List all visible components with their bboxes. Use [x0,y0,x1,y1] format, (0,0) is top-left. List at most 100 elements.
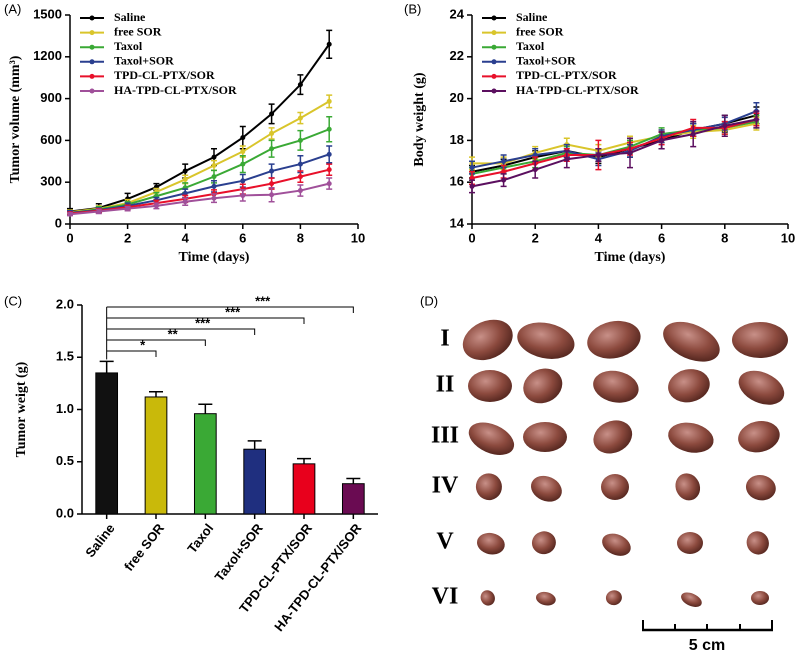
legend-marker [89,30,95,36]
significance-bracket [106,328,256,335]
tumor-photo [751,591,769,605]
series-line [471,118,757,180]
x-tick-label: 2 [532,230,539,245]
legend-marker [89,15,95,21]
tumor-photo [523,422,567,452]
tumor-photo [605,590,622,606]
panel-label: (D) [420,293,438,308]
bar [95,372,119,515]
data-point [595,152,601,158]
legend-label: Taxol [114,39,143,53]
significance-bracket [106,317,305,324]
x-tick-label: 6 [658,230,665,245]
data-point [297,174,303,180]
series-line [471,120,757,175]
data-point [501,169,507,175]
data-point [722,123,728,129]
legend-label: Saline [516,10,548,24]
data-point [269,111,275,117]
y-axis-title: Tumor weigt (g) [14,361,29,457]
bar [144,396,168,515]
legend-marker [89,59,95,65]
series-line [69,153,330,214]
scale-bar: 5 cm [642,620,773,654]
significance-label: * [140,337,146,352]
data-point [659,137,665,143]
data-point [96,208,102,214]
tumor-photo [593,370,639,403]
data-point [240,149,246,155]
series-line [471,114,757,173]
tumor-photo [468,422,515,455]
tumor-photo [477,532,505,555]
data-point [326,126,332,132]
data-point [326,181,332,187]
data-point [211,162,217,168]
y-tick-label: 900 [40,90,62,105]
series [469,112,760,186]
significance-bracket [106,350,157,357]
scale-label: 5 cm [689,637,725,654]
legend-marker [491,15,497,21]
y-tick-label: 20 [450,90,464,105]
data-point [753,117,759,122]
data-point [182,190,188,196]
tumor-photo [675,473,701,501]
legend-label: HA-TPD-CL-PTX/SOR [114,83,237,97]
tumor-photo [738,421,780,453]
series-line [471,110,757,169]
series-line [69,100,330,214]
tumor-photo [746,531,769,555]
data-point [153,203,159,209]
bar [243,448,267,515]
y-tick-label: 0 [55,215,62,230]
data-point [240,161,246,167]
data-point [297,137,303,143]
data-point [326,151,332,157]
data-point [532,152,538,158]
data-point [211,195,217,201]
y-tick-label: 14 [450,215,465,230]
x-tick-label: 2 [124,230,131,245]
x-tick-label: 10 [781,230,795,245]
bar [292,463,316,515]
x-tick-label: 4 [595,230,603,245]
series [469,106,760,179]
row-label: I [440,326,449,352]
data-point [627,150,633,156]
data-point [326,98,332,104]
legend-marker [491,73,497,79]
error-bar [297,457,311,464]
x-tick-label: 10 [351,230,365,245]
legend-label: Taxol+SOR [114,54,174,68]
y-tick-label: 16 [450,174,464,189]
data-point [240,135,246,141]
tumor-photo [668,369,710,403]
x-tick-label: 0 [468,230,475,245]
x-axis-title: Time (days) [179,250,250,265]
tumor-photo [732,322,788,358]
tumor-photo [523,368,563,404]
y-tick-label: 600 [40,132,62,147]
y-tick-label: 300 [40,174,62,189]
y-tick-label: 1500 [33,6,62,21]
series [469,110,760,194]
y-tick-label: 0.0 [56,505,74,520]
tumor-photo [593,420,633,454]
data-point [326,167,332,173]
series-line [69,128,330,214]
tumor-photo [535,591,556,606]
tumor-photo [601,474,629,500]
data-point [269,192,275,198]
y-tick-label: 2.0 [56,296,74,311]
data-point [240,178,246,184]
data-point [297,188,303,194]
data-point [240,192,246,198]
bar [341,483,365,515]
y-tick-label: 18 [450,132,464,147]
tumor-photo [468,370,512,402]
error-bar [346,477,361,484]
significance-bracket [106,339,206,346]
legend-marker [491,88,497,94]
row-label: VI [432,584,459,610]
